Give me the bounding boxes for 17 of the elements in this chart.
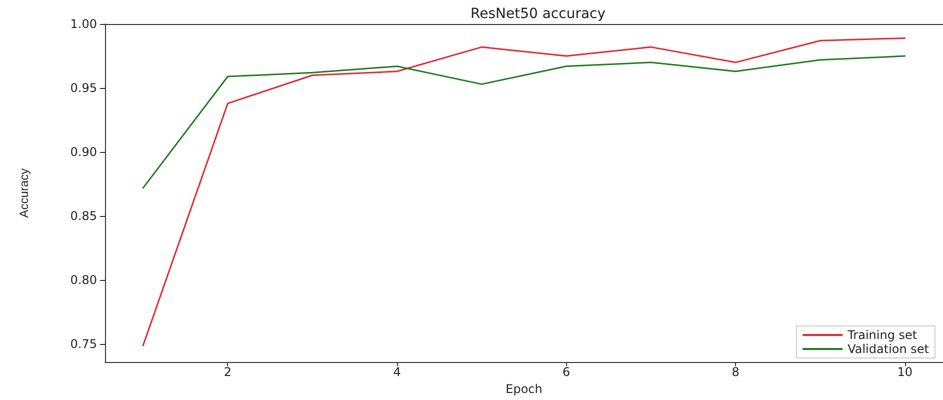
y-tick-label: 1.00	[70, 17, 97, 31]
y-tick-label: 0.85	[70, 209, 97, 224]
line-series	[142, 55, 906, 189]
chart-title: ResNet50 accuracy	[470, 6, 606, 22]
y-tick-label: 0.90	[70, 145, 97, 160]
y-tick-label: 0.75	[70, 337, 97, 352]
legend-label: Validation set	[848, 342, 930, 356]
x-tick-label: 10	[897, 365, 913, 380]
y-axis-title: Accuracy	[17, 168, 31, 218]
x-tick-label: 8	[732, 365, 740, 380]
legend-label: Training set	[846, 328, 918, 342]
x-axis-title: Epoch	[506, 382, 542, 396]
x-tick-label: 6	[562, 365, 570, 380]
y-tick-label: 0.80	[70, 273, 97, 288]
x-tick-label: 4	[393, 365, 401, 380]
x-tick-label: 2	[224, 365, 232, 380]
y-tick-label: 0.95	[70, 81, 97, 96]
